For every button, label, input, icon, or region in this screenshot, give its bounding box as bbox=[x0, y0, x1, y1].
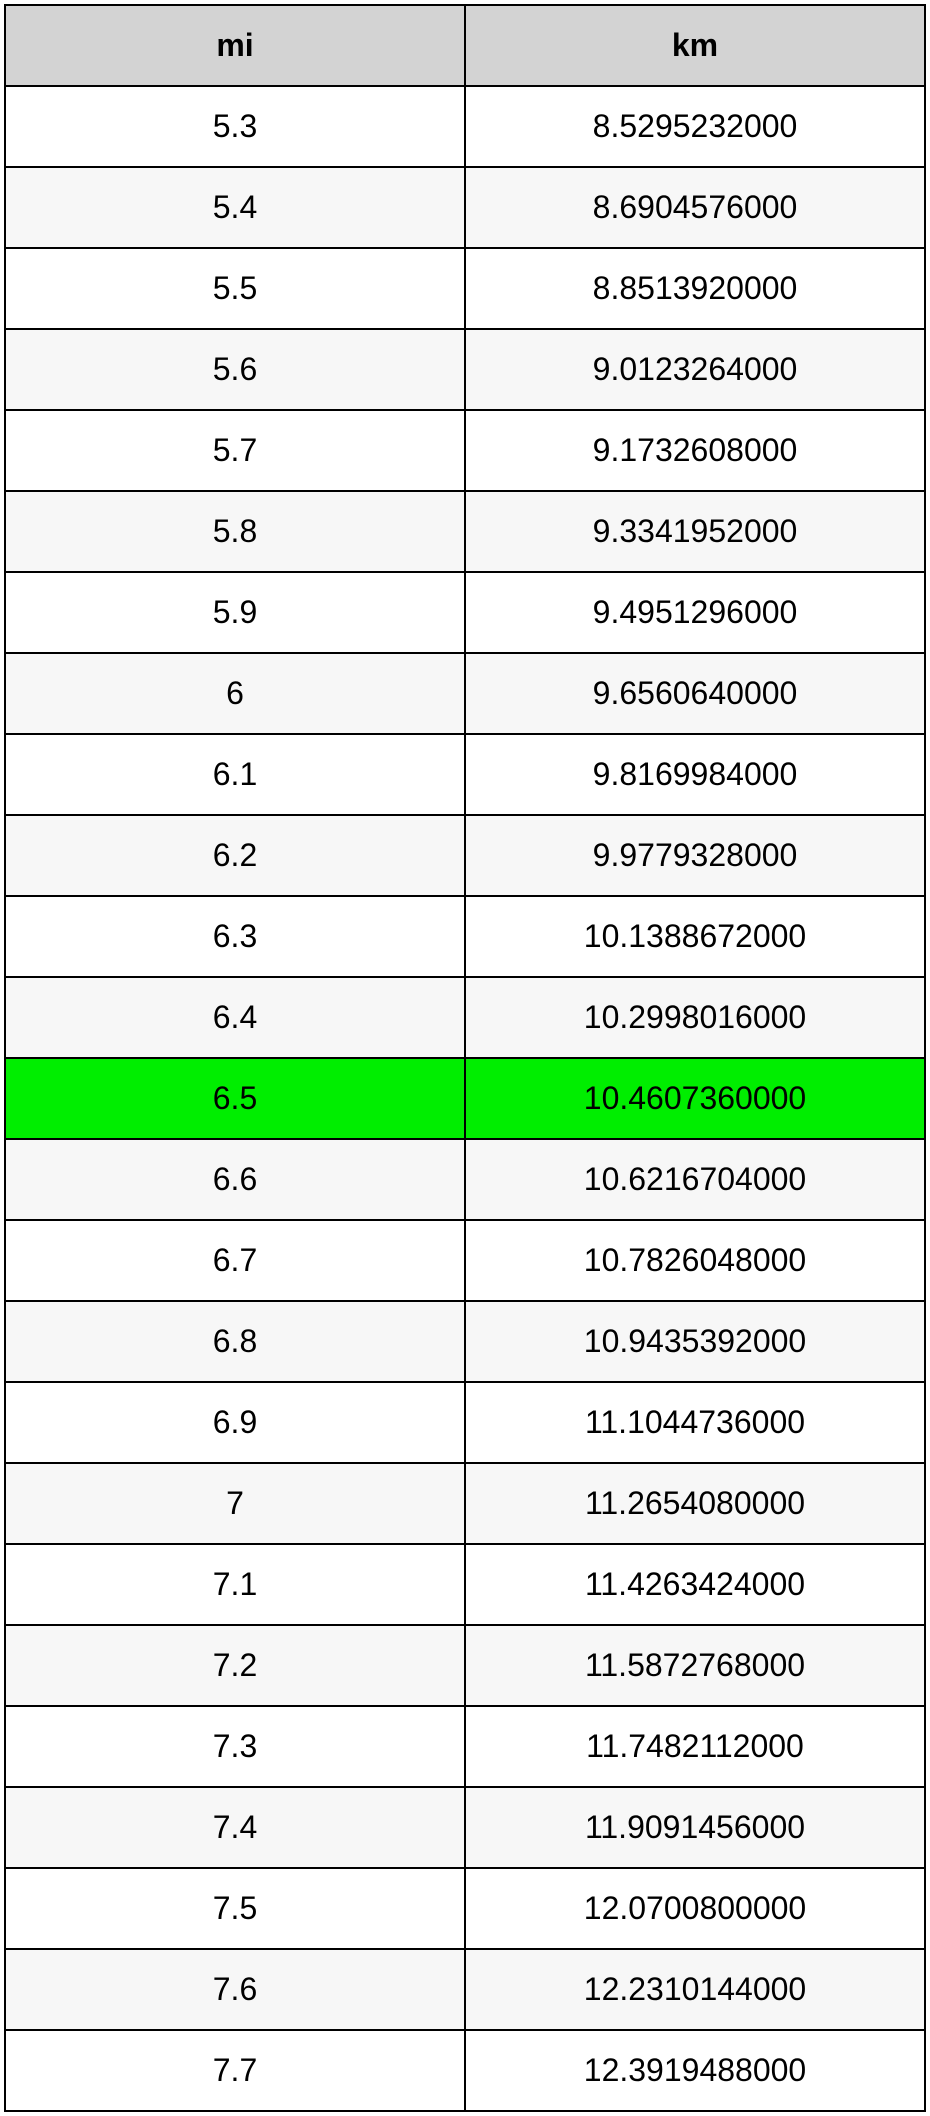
table-row: 6.310.1388672000 bbox=[5, 896, 925, 977]
table-row: 6.610.6216704000 bbox=[5, 1139, 925, 1220]
cell-mi: 5.7 bbox=[5, 410, 465, 491]
table-row: 5.89.3341952000 bbox=[5, 491, 925, 572]
cell-mi: 5.5 bbox=[5, 248, 465, 329]
cell-mi: 6 bbox=[5, 653, 465, 734]
table-row: 711.2654080000 bbox=[5, 1463, 925, 1544]
table-row: 5.69.0123264000 bbox=[5, 329, 925, 410]
cell-km: 8.8513920000 bbox=[465, 248, 925, 329]
cell-mi: 6.4 bbox=[5, 977, 465, 1058]
cell-km: 8.6904576000 bbox=[465, 167, 925, 248]
cell-km: 10.2998016000 bbox=[465, 977, 925, 1058]
table-row: 5.38.5295232000 bbox=[5, 86, 925, 167]
cell-km: 9.0123264000 bbox=[465, 329, 925, 410]
cell-km: 11.5872768000 bbox=[465, 1625, 925, 1706]
table-row: 5.58.8513920000 bbox=[5, 248, 925, 329]
cell-km: 12.3919488000 bbox=[465, 2030, 925, 2111]
column-header-km: km bbox=[465, 5, 925, 86]
cell-mi: 7 bbox=[5, 1463, 465, 1544]
cell-km: 9.4951296000 bbox=[465, 572, 925, 653]
cell-mi: 7.2 bbox=[5, 1625, 465, 1706]
cell-mi: 6.8 bbox=[5, 1301, 465, 1382]
cell-mi: 5.3 bbox=[5, 86, 465, 167]
cell-mi: 5.4 bbox=[5, 167, 465, 248]
cell-mi: 5.8 bbox=[5, 491, 465, 572]
table-row: 7.612.2310144000 bbox=[5, 1949, 925, 2030]
cell-km: 9.3341952000 bbox=[465, 491, 925, 572]
table-row: 7.111.4263424000 bbox=[5, 1544, 925, 1625]
cell-km: 11.1044736000 bbox=[465, 1382, 925, 1463]
cell-mi: 7.6 bbox=[5, 1949, 465, 2030]
cell-km: 11.7482112000 bbox=[465, 1706, 925, 1787]
cell-mi: 7.4 bbox=[5, 1787, 465, 1868]
cell-km: 10.9435392000 bbox=[465, 1301, 925, 1382]
cell-mi: 5.6 bbox=[5, 329, 465, 410]
cell-km: 12.2310144000 bbox=[465, 1949, 925, 2030]
column-header-mi: mi bbox=[5, 5, 465, 86]
table-row: 7.311.7482112000 bbox=[5, 1706, 925, 1787]
cell-km: 9.6560640000 bbox=[465, 653, 925, 734]
table-row: 7.411.9091456000 bbox=[5, 1787, 925, 1868]
cell-mi: 6.3 bbox=[5, 896, 465, 977]
cell-mi: 7.3 bbox=[5, 1706, 465, 1787]
table-row: 7.211.5872768000 bbox=[5, 1625, 925, 1706]
cell-mi: 6.6 bbox=[5, 1139, 465, 1220]
cell-mi: 7.5 bbox=[5, 1868, 465, 1949]
cell-km: 11.4263424000 bbox=[465, 1544, 925, 1625]
cell-mi: 7.7 bbox=[5, 2030, 465, 2111]
table-row: 69.6560640000 bbox=[5, 653, 925, 734]
cell-km: 11.9091456000 bbox=[465, 1787, 925, 1868]
table-row: 5.48.6904576000 bbox=[5, 167, 925, 248]
cell-km: 11.2654080000 bbox=[465, 1463, 925, 1544]
table-row: 6.810.9435392000 bbox=[5, 1301, 925, 1382]
cell-km: 9.9779328000 bbox=[465, 815, 925, 896]
cell-mi: 6.7 bbox=[5, 1220, 465, 1301]
cell-mi: 6.5 bbox=[5, 1058, 465, 1139]
table-row: 6.911.1044736000 bbox=[5, 1382, 925, 1463]
cell-km: 8.5295232000 bbox=[465, 86, 925, 167]
cell-km: 10.6216704000 bbox=[465, 1139, 925, 1220]
table-row: 5.99.4951296000 bbox=[5, 572, 925, 653]
table-row: 7.512.0700800000 bbox=[5, 1868, 925, 1949]
table-row: 6.29.9779328000 bbox=[5, 815, 925, 896]
table-row: 5.79.1732608000 bbox=[5, 410, 925, 491]
cell-mi: 5.9 bbox=[5, 572, 465, 653]
cell-km: 12.0700800000 bbox=[465, 1868, 925, 1949]
table-header-row: mi km bbox=[5, 5, 925, 86]
table-row: 7.712.3919488000 bbox=[5, 2030, 925, 2111]
cell-mi: 6.9 bbox=[5, 1382, 465, 1463]
cell-km: 10.4607360000 bbox=[465, 1058, 925, 1139]
conversion-table: mi km 5.38.52952320005.48.69045760005.58… bbox=[4, 4, 926, 2112]
cell-km: 10.7826048000 bbox=[465, 1220, 925, 1301]
table-row: 6.710.7826048000 bbox=[5, 1220, 925, 1301]
cell-mi: 7.1 bbox=[5, 1544, 465, 1625]
cell-mi: 6.1 bbox=[5, 734, 465, 815]
cell-km: 9.1732608000 bbox=[465, 410, 925, 491]
cell-km: 9.8169984000 bbox=[465, 734, 925, 815]
cell-mi: 6.2 bbox=[5, 815, 465, 896]
table-row: 6.510.4607360000 bbox=[5, 1058, 925, 1139]
cell-km: 10.1388672000 bbox=[465, 896, 925, 977]
table-row: 6.410.2998016000 bbox=[5, 977, 925, 1058]
table-row: 6.19.8169984000 bbox=[5, 734, 925, 815]
